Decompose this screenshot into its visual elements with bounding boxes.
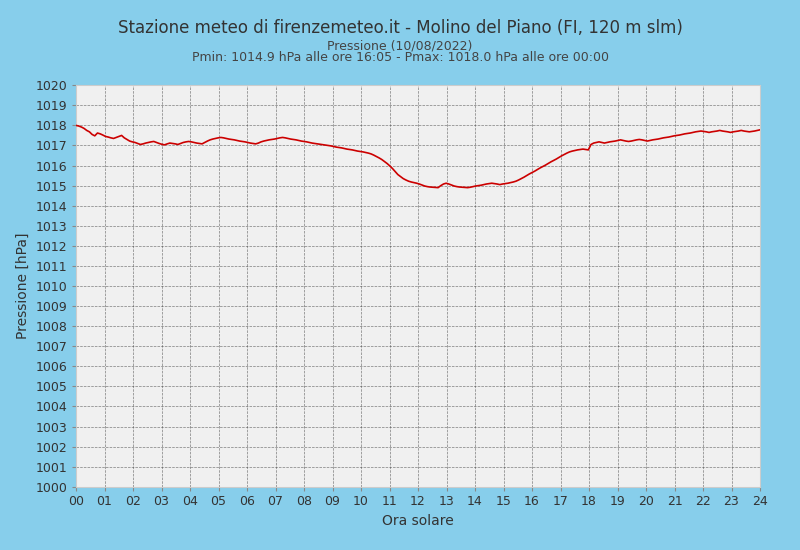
Text: Pressione (10/08/2022): Pressione (10/08/2022): [327, 40, 473, 53]
Text: Pmin: 1014.9 hPa alle ore 16:05 - Pmax: 1018.0 hPa alle ore 00:00: Pmin: 1014.9 hPa alle ore 16:05 - Pmax: …: [191, 51, 609, 64]
Y-axis label: Pressione [hPa]: Pressione [hPa]: [16, 233, 30, 339]
X-axis label: Ora solare: Ora solare: [382, 514, 454, 527]
Text: Stazione meteo di firenzemeteo.it - Molino del Piano (FI, 120 m slm): Stazione meteo di firenzemeteo.it - Moli…: [118, 19, 682, 37]
